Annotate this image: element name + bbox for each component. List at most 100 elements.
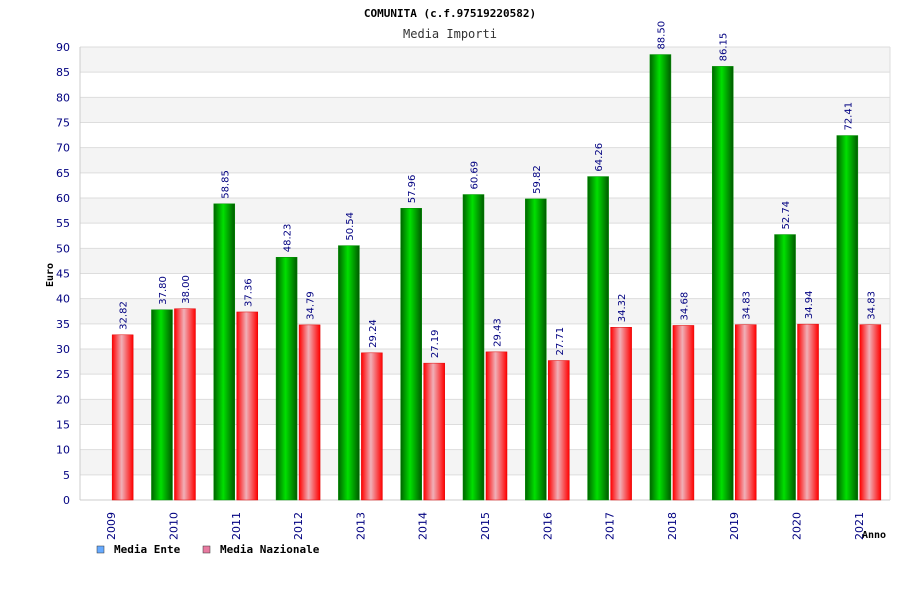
y-tick-label: 35 [56, 318, 70, 331]
y-tick-label: 45 [56, 268, 70, 281]
x-tick-label: 2018 [666, 512, 679, 540]
value-label: 29.43 [493, 318, 504, 347]
value-label: 27.19 [430, 330, 441, 359]
bar-media-ente-2013 [338, 245, 360, 501]
bar-media-nazionale-2009 [111, 334, 134, 501]
y-tick-label: 65 [56, 167, 70, 180]
x-tick-label: 2019 [728, 512, 741, 540]
bar-media-ente-2020 [774, 234, 796, 501]
value-label: 29.24 [368, 319, 379, 348]
y-axis-label: Euro [45, 263, 56, 287]
legend-swatch-media-ente [96, 545, 105, 554]
bar-media-nazionale-2014 [423, 362, 445, 501]
y-tick-label: 15 [56, 419, 70, 432]
value-label: 86.15 [719, 33, 730, 62]
y-tick-label: 70 [56, 142, 70, 155]
value-label: 37.36 [243, 278, 254, 307]
y-tick-label: 50 [56, 242, 70, 255]
value-label: 72.41 [843, 102, 854, 131]
x-tick-label: 2010 [167, 512, 180, 540]
legend: Media Ente Media Nazionale [96, 543, 320, 556]
bar-media-nazionale-2013 [361, 352, 383, 501]
x-axis-label: Anno [862, 530, 886, 541]
y-tick-label: 90 [56, 41, 70, 54]
value-label: 58.85 [220, 170, 231, 199]
grid-band [80, 298, 890, 324]
bar-media-ente-2019 [711, 66, 734, 501]
value-label: 34.68 [679, 292, 690, 321]
legend-swatch-media-nazionale [202, 545, 211, 554]
bar-media-nazionale-2010 [174, 308, 196, 501]
y-tick-label: 55 [56, 217, 70, 230]
y-tick-label: 85 [56, 66, 70, 79]
chart-title: COMUNITA (c.f.97519220582) [364, 7, 536, 20]
bar-media-nazionale-2017 [610, 327, 632, 501]
bar-media-ente-2017 [587, 176, 609, 501]
bar-media-ente-2018 [649, 54, 672, 501]
grid-band [80, 97, 890, 123]
value-label: 38.00 [181, 275, 192, 304]
bar-media-nazionale-2015 [485, 351, 508, 501]
legend-label-media-ente: Media Ente [114, 543, 181, 556]
bar-media-nazionale-2012 [298, 324, 321, 501]
value-label: 57.96 [407, 175, 418, 204]
bars-group [111, 54, 882, 501]
y-axis-ticks: 0 5 10 15 20 25 30 35 40 45 50 55 60 65 70 75 80 85 90 [56, 41, 70, 507]
bar-media-ente-2010 [151, 309, 173, 501]
value-label: 34.79 [306, 291, 317, 320]
bar-media-nazionale-2016 [548, 360, 570, 501]
x-tick-label: 2015 [479, 512, 492, 540]
chart-subtitle: Media Importi [403, 27, 497, 41]
value-label: 60.69 [470, 161, 481, 190]
value-label: 64.26 [594, 143, 605, 172]
bar-media-ente-2012 [275, 256, 298, 501]
y-tick-label: 25 [56, 368, 70, 381]
value-label: 32.82 [119, 301, 130, 330]
value-label: 34.32 [617, 294, 628, 323]
grid-band [80, 198, 890, 224]
value-label: 48.23 [283, 224, 294, 253]
x-tick-label: 2013 [354, 512, 367, 540]
x-tick-label: 2009 [105, 512, 118, 540]
value-label: 50.54 [345, 212, 356, 241]
bar-media-ente-2021 [836, 135, 859, 501]
bar-media-nazionale-2020 [797, 323, 819, 501]
bar-media-nazionale-2021 [859, 324, 882, 501]
value-labels-group: 32.82 37.80 38.00 58.85 37.36 48.23 34.79 50.54… [119, 21, 878, 358]
value-label: 88.50 [656, 21, 667, 50]
y-tick-label: 5 [63, 469, 70, 482]
grid-band [80, 47, 890, 73]
x-tick-label: 2011 [230, 512, 243, 540]
grid-band [80, 399, 890, 425]
x-tick-label: 2021 [853, 512, 866, 540]
y-tick-label: 80 [56, 91, 70, 104]
x-tick-label: 2014 [417, 512, 430, 540]
grid-band [80, 147, 890, 173]
bar-media-ente-2015 [462, 194, 485, 501]
x-tick-label: 2016 [541, 512, 554, 540]
y-tick-label: 60 [56, 192, 70, 205]
value-label: 34.83 [742, 291, 753, 320]
y-tick-label: 40 [56, 293, 70, 306]
value-label: 34.83 [866, 291, 877, 320]
grid-band [80, 349, 890, 375]
x-tick-label: 2020 [791, 512, 804, 540]
grid-band [80, 449, 890, 475]
value-label: 59.82 [532, 165, 543, 194]
bar-media-nazionale-2019 [734, 324, 757, 501]
x-axis-ticks: 2009 2010 2011 2012 2013 2014 2015 2016 2017 2018… [105, 512, 866, 540]
value-label: 27.71 [555, 327, 566, 356]
grid-band [80, 248, 890, 274]
bar-media-nazionale-2011 [236, 311, 259, 501]
x-tick-label: 2012 [292, 512, 305, 540]
bar-media-ente-2016 [525, 198, 547, 501]
value-label: 52.74 [781, 201, 792, 230]
y-tick-label: 10 [56, 444, 70, 457]
bar-media-ente-2014 [400, 208, 422, 501]
bar-media-nazionale-2018 [672, 325, 695, 501]
y-tick-label: 30 [56, 343, 70, 356]
x-tick-label: 2017 [604, 512, 617, 540]
value-label: 34.94 [804, 290, 815, 319]
value-label: 37.80 [158, 276, 169, 305]
